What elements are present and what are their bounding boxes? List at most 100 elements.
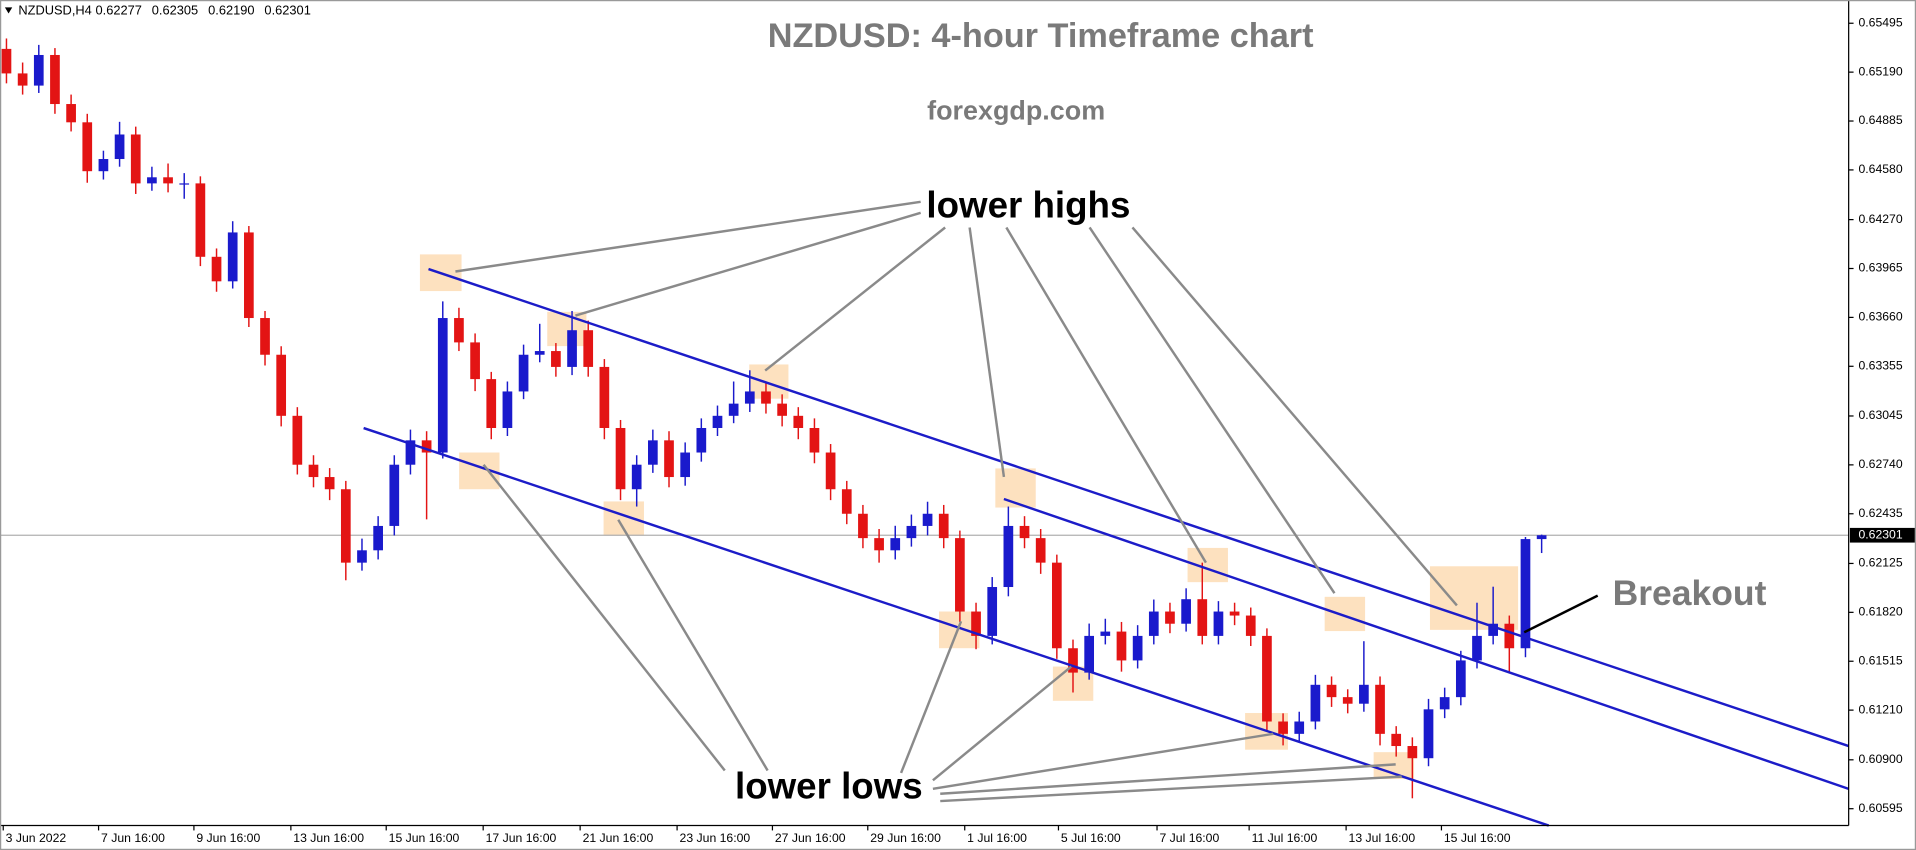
candle-body: [389, 464, 400, 526]
pointer-line: [932, 665, 1073, 782]
pointer-line: [968, 227, 1006, 478]
pointer-line: [1088, 226, 1336, 594]
symbol-label: NZDUSD,H4: [18, 2, 91, 17]
candle-body: [955, 538, 965, 612]
candle-body: [1116, 631, 1127, 661]
candle-body: [534, 351, 545, 355]
candle-body: [1197, 599, 1208, 636]
x-tick-label: 29 Jun 16:00: [870, 831, 941, 845]
pointer-lines: [455, 200, 1599, 803]
y-tick-label: 0.65495: [1858, 15, 1902, 29]
ohlc-value: 0.62305: [152, 2, 198, 17]
candle-body: [890, 538, 901, 551]
candle-body: [874, 538, 884, 551]
pointer-line: [1131, 226, 1458, 607]
candle-body: [793, 415, 804, 428]
candle-body: [195, 183, 206, 257]
candle-body: [858, 513, 868, 539]
candle-body: [114, 134, 125, 160]
channel-line: [1003, 497, 1850, 791]
candle-body: [1019, 525, 1030, 539]
candle-body: [1391, 733, 1402, 747]
x-tick-label: 13 Jun 16:00: [293, 831, 364, 845]
candle-body: [1068, 648, 1078, 673]
candle-body: [744, 391, 755, 404]
candle-body: [567, 330, 577, 367]
candle-body: [17, 73, 28, 86]
candle-body: [1213, 611, 1224, 636]
y-tick-label: 0.62435: [1858, 506, 1902, 520]
pointer-line: [1005, 226, 1207, 564]
x-tick-label: 15 Jun 16:00: [389, 831, 460, 845]
candle-body: [1455, 660, 1466, 698]
candle-body: [1262, 635, 1272, 722]
candle-body: [1278, 721, 1288, 734]
candle-body: [276, 354, 287, 416]
pointer-line: [482, 463, 726, 772]
candle-body: [357, 550, 367, 563]
candle-body: [712, 415, 723, 428]
y-tick-label: 0.62740: [1858, 457, 1902, 471]
pointer-line: [899, 620, 963, 774]
candle-body: [1165, 611, 1175, 624]
candle-body: [130, 134, 141, 184]
x-tick-label: 9 Jun 16:00: [196, 831, 260, 845]
y-tick-label: 0.64885: [1858, 113, 1902, 127]
candle-body: [1100, 631, 1111, 636]
current-price-tag: [1849, 527, 1915, 543]
y-tick-label: 0.63355: [1858, 359, 1902, 373]
candle-body: [1132, 635, 1143, 661]
highlight-box: [1324, 596, 1366, 632]
ohlc-value: 0.62277: [95, 2, 141, 17]
candle-body: [922, 513, 933, 526]
channel-lines: [363, 267, 1850, 827]
candle-body: [260, 318, 270, 355]
x-tick-label: 7 Jul 16:00: [1159, 831, 1219, 845]
plot-area: [0, 38, 1849, 799]
pointer-line: [1523, 594, 1599, 634]
candle-body: [615, 427, 626, 490]
annotation: lower lows: [735, 766, 923, 807]
candle-body: [1148, 611, 1159, 636]
y-tick-label: 0.63965: [1858, 261, 1902, 275]
candle-body: [292, 415, 303, 465]
y-tick-label: 0.61820: [1858, 605, 1902, 619]
candle-body: [1488, 623, 1498, 636]
pointer-line: [575, 211, 922, 317]
candle-body: [648, 440, 658, 465]
y-tick-label: 0.64270: [1858, 212, 1902, 226]
channel-line: [428, 267, 1850, 748]
candle-body: [227, 232, 238, 282]
pointer-line: [932, 732, 1274, 791]
candle-body: [696, 427, 707, 453]
y-tick-label: 0.61515: [1858, 653, 1902, 667]
x-tick-label: 17 Jun 16:00: [486, 831, 557, 845]
x-tick-label: 1 Jul 16:00: [967, 831, 1027, 845]
dropdown-icon[interactable]: [4, 7, 13, 14]
candle-body: [1359, 684, 1369, 704]
candle-body: [1245, 615, 1256, 636]
candle-body: [147, 177, 157, 184]
x-tick-label: 21 Jun 16:00: [583, 831, 654, 845]
candle-body: [163, 177, 173, 184]
candle-body: [340, 489, 351, 563]
candle-body: [1375, 684, 1385, 734]
candle-body: [938, 513, 949, 539]
candle-body: [454, 318, 464, 343]
candle-body: [777, 403, 787, 416]
candle-body: [1294, 721, 1305, 734]
candle-body: [906, 525, 917, 539]
candle-body: [825, 452, 836, 490]
y-tick-label: 0.65190: [1858, 64, 1902, 78]
x-tick-label: 3 Jun 2022: [6, 831, 67, 845]
candle-body: [1407, 746, 1418, 759]
candle-body: [324, 477, 335, 490]
candle-body: [98, 159, 109, 172]
candle-body: [308, 464, 319, 478]
candle-body: [518, 354, 529, 392]
candle-body: [437, 318, 448, 453]
highlight-box: [547, 311, 587, 347]
candle-body: [1326, 684, 1337, 698]
candle-body: [405, 440, 416, 465]
